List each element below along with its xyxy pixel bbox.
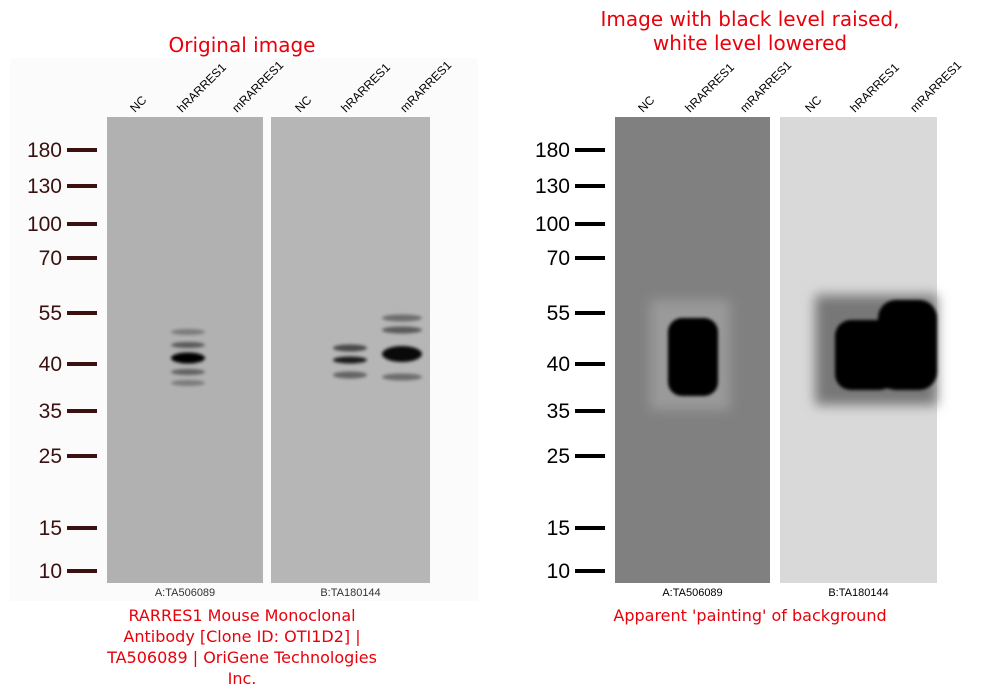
- marker-label: 180: [27, 139, 62, 162]
- blot-label: A:TA506089: [662, 587, 722, 599]
- band: [333, 371, 367, 379]
- band: [171, 352, 205, 364]
- title-line: Image with black level raised,: [600, 7, 900, 31]
- marker-label: 15: [547, 517, 570, 540]
- band: [171, 342, 205, 348]
- panel-caption: RARRES1 Mouse Monoclonal Antibody [Clone…: [107, 606, 377, 688]
- band: [333, 356, 367, 364]
- title-line: Original image: [168, 33, 316, 57]
- blot-label: B:TA180144: [828, 587, 888, 599]
- band: [668, 318, 718, 396]
- marker-label: 10: [39, 560, 62, 583]
- marker-label: 25: [547, 445, 570, 468]
- band: [171, 369, 205, 375]
- marker-label: 100: [27, 213, 62, 236]
- marker-label: 10: [547, 560, 570, 583]
- marker-label: 100: [535, 213, 570, 236]
- panel-title: Original image: [92, 33, 392, 57]
- marker-label: 130: [27, 175, 62, 198]
- band: [333, 344, 367, 352]
- blot-label: A:TA506089: [155, 587, 215, 599]
- band: [878, 300, 937, 390]
- lane-label: hRARRES1: [847, 60, 902, 115]
- marker-label: 180: [535, 139, 570, 162]
- lane-label: hRARRES1: [682, 60, 737, 115]
- band: [382, 373, 422, 381]
- marker-label: 70: [39, 247, 62, 270]
- marker-label: 40: [547, 353, 570, 376]
- marker-label: 55: [547, 302, 570, 325]
- lane-label: NC: [635, 93, 657, 115]
- panel: A:TA506089 B:TA180144 180 130 100 70 55 40 35 25 1…: [27, 58, 455, 599]
- band: [382, 346, 422, 362]
- marker-label: 15: [39, 517, 62, 540]
- band: [382, 326, 422, 334]
- panel-caption: Apparent 'painting' of background: [613, 606, 887, 625]
- marker-label: 25: [39, 445, 62, 468]
- band: [171, 380, 205, 386]
- panel: A:TA506089 B:TA180144 180 130 100 70 55 40 35 25 1…: [535, 58, 965, 599]
- panel-title: Image with black level raised, white leve…: [550, 7, 950, 55]
- marker-label: 35: [547, 400, 570, 423]
- title-line: white level lowered: [652, 31, 848, 55]
- marker-label: 130: [535, 175, 570, 198]
- marker-label: 40: [39, 353, 62, 376]
- marker-label: 35: [39, 400, 62, 423]
- lane-label: mRARRES1: [907, 58, 964, 115]
- lane-label: mRARRES1: [737, 58, 794, 115]
- lane-label: NC: [802, 93, 824, 115]
- marker-label: 55: [39, 302, 62, 325]
- band: [382, 314, 422, 322]
- band: [171, 329, 205, 335]
- blot: [107, 117, 263, 583]
- blot-label: B:TA180144: [320, 587, 380, 599]
- marker-label: 70: [547, 247, 570, 270]
